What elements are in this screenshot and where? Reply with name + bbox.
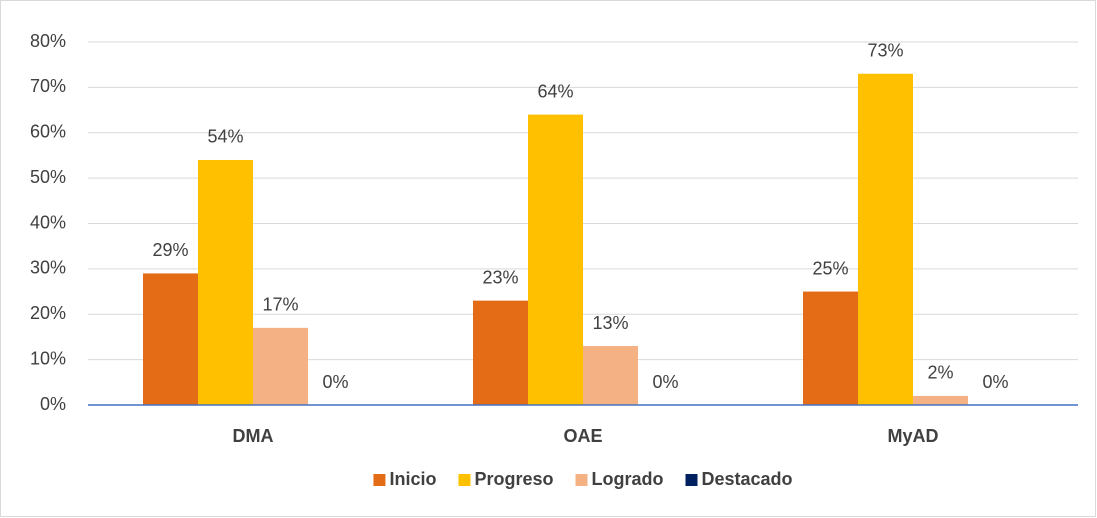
data-label: 0% — [982, 372, 1008, 392]
bar — [528, 114, 583, 405]
bar — [803, 291, 858, 405]
data-label: 29% — [152, 240, 188, 260]
y-tick-label: 80% — [30, 31, 66, 51]
bar — [253, 327, 308, 405]
bar — [473, 300, 528, 405]
data-label: 2% — [927, 363, 953, 383]
data-label: 54% — [207, 127, 243, 147]
legend-label: Inicio — [389, 469, 436, 489]
legend-swatch — [685, 474, 698, 486]
data-label: 0% — [322, 372, 348, 392]
y-tick-label: 70% — [30, 76, 66, 96]
bar — [583, 346, 638, 405]
legend-swatch — [373, 474, 386, 486]
data-label: 23% — [482, 267, 518, 287]
data-label: 17% — [262, 295, 298, 315]
data-label: 73% — [867, 41, 903, 61]
bar — [858, 73, 913, 405]
x-tick-label: DMA — [233, 426, 274, 446]
legend-label: Logrado — [592, 469, 664, 489]
legend-label: Destacado — [702, 469, 793, 489]
y-tick-label: 20% — [30, 303, 66, 323]
x-tick-label: OAE — [563, 426, 602, 446]
y-tick-label: 50% — [30, 167, 66, 187]
legend-label: Progreso — [474, 469, 553, 489]
y-tick-label: 30% — [30, 258, 66, 278]
y-tick-label: 40% — [30, 212, 66, 232]
bar — [143, 273, 198, 405]
y-tick-label: 60% — [30, 122, 66, 142]
bar — [198, 159, 253, 405]
data-label: 25% — [812, 258, 848, 278]
y-tick-label: 10% — [30, 348, 66, 368]
data-label: 64% — [537, 81, 573, 101]
legend-swatch — [458, 474, 471, 486]
data-label: 13% — [592, 313, 628, 333]
bar — [913, 395, 968, 405]
data-label: 0% — [652, 372, 678, 392]
x-tick-label: MyAD — [887, 426, 938, 446]
legend-swatch — [575, 474, 588, 486]
y-tick-label: 0% — [40, 394, 66, 414]
